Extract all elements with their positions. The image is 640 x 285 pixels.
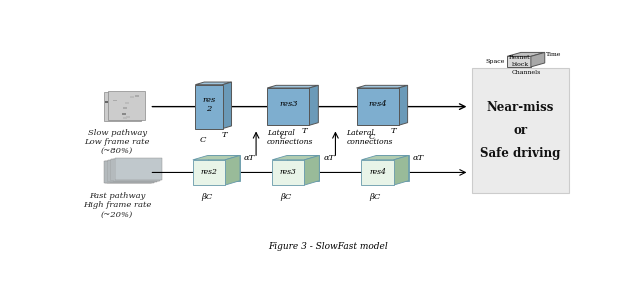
Polygon shape xyxy=(507,56,531,67)
Bar xyxy=(122,107,125,109)
Bar xyxy=(123,117,127,119)
Polygon shape xyxy=(193,160,225,185)
Polygon shape xyxy=(376,155,408,181)
Polygon shape xyxy=(104,92,141,121)
Bar xyxy=(137,111,141,113)
Text: Slow pathway
Low frame rate
(~80%): Slow pathway Low frame rate (~80%) xyxy=(84,129,150,155)
Polygon shape xyxy=(195,85,223,129)
Polygon shape xyxy=(394,155,408,185)
Text: res3: res3 xyxy=(280,168,297,176)
Polygon shape xyxy=(356,85,408,88)
Polygon shape xyxy=(195,82,232,85)
Polygon shape xyxy=(225,155,240,185)
Polygon shape xyxy=(115,158,162,180)
Text: Figure 3 - SlowFast model: Figure 3 - SlowFast model xyxy=(268,243,388,251)
Polygon shape xyxy=(104,162,150,184)
Polygon shape xyxy=(268,88,309,125)
Polygon shape xyxy=(113,159,160,181)
Text: C: C xyxy=(279,133,285,141)
Text: res2: res2 xyxy=(200,168,218,176)
Polygon shape xyxy=(399,85,408,125)
Polygon shape xyxy=(287,155,319,181)
Polygon shape xyxy=(272,155,319,160)
Bar xyxy=(122,113,126,115)
FancyBboxPatch shape xyxy=(472,68,568,193)
Bar xyxy=(118,100,122,102)
Bar xyxy=(104,101,108,103)
Text: Fast pathway
High frame rate
(~20%): Fast pathway High frame rate (~20%) xyxy=(83,192,152,219)
Polygon shape xyxy=(268,85,318,88)
Bar xyxy=(118,94,122,96)
Text: Lateral
connections: Lateral connections xyxy=(346,129,393,146)
Polygon shape xyxy=(362,160,394,185)
Polygon shape xyxy=(362,155,408,160)
Text: Lateral
connections: Lateral connections xyxy=(267,129,314,146)
Polygon shape xyxy=(208,155,240,181)
Text: Time: Time xyxy=(546,52,561,57)
Polygon shape xyxy=(309,85,318,125)
Text: Channels: Channels xyxy=(511,70,541,75)
Bar xyxy=(125,103,129,104)
Text: T: T xyxy=(222,131,227,139)
Polygon shape xyxy=(305,155,319,185)
Polygon shape xyxy=(531,52,545,67)
Polygon shape xyxy=(272,160,305,185)
Text: C: C xyxy=(369,133,375,141)
Text: res3: res3 xyxy=(279,100,298,108)
Bar xyxy=(114,115,118,117)
Text: βC: βC xyxy=(369,193,381,201)
Polygon shape xyxy=(356,88,399,125)
Text: αT: αT xyxy=(323,154,335,162)
Text: Resnet
block: Resnet block xyxy=(509,55,531,67)
Text: res4: res4 xyxy=(369,168,386,176)
Text: res
2: res 2 xyxy=(202,96,216,113)
Text: res4: res4 xyxy=(368,100,387,108)
Polygon shape xyxy=(193,155,240,160)
Polygon shape xyxy=(223,82,232,129)
Text: T: T xyxy=(390,127,396,135)
Bar xyxy=(123,107,127,109)
Bar xyxy=(113,99,117,101)
Polygon shape xyxy=(507,52,545,56)
Polygon shape xyxy=(108,160,156,182)
Text: βC: βC xyxy=(280,193,291,201)
Text: αT: αT xyxy=(244,154,255,162)
Text: Near-miss
or
Safe driving: Near-miss or Safe driving xyxy=(480,101,561,160)
Polygon shape xyxy=(110,160,157,182)
Polygon shape xyxy=(105,161,152,183)
Bar xyxy=(117,109,122,111)
Bar xyxy=(135,95,140,97)
Polygon shape xyxy=(108,91,145,120)
Polygon shape xyxy=(111,159,159,181)
Bar xyxy=(130,96,134,98)
Polygon shape xyxy=(107,161,154,183)
Text: Space: Space xyxy=(485,59,504,64)
Text: T: T xyxy=(301,127,307,135)
Text: βC: βC xyxy=(201,193,212,201)
Bar xyxy=(125,116,129,118)
Text: C: C xyxy=(200,136,206,144)
Text: αT: αT xyxy=(413,154,424,162)
Bar xyxy=(117,105,122,107)
